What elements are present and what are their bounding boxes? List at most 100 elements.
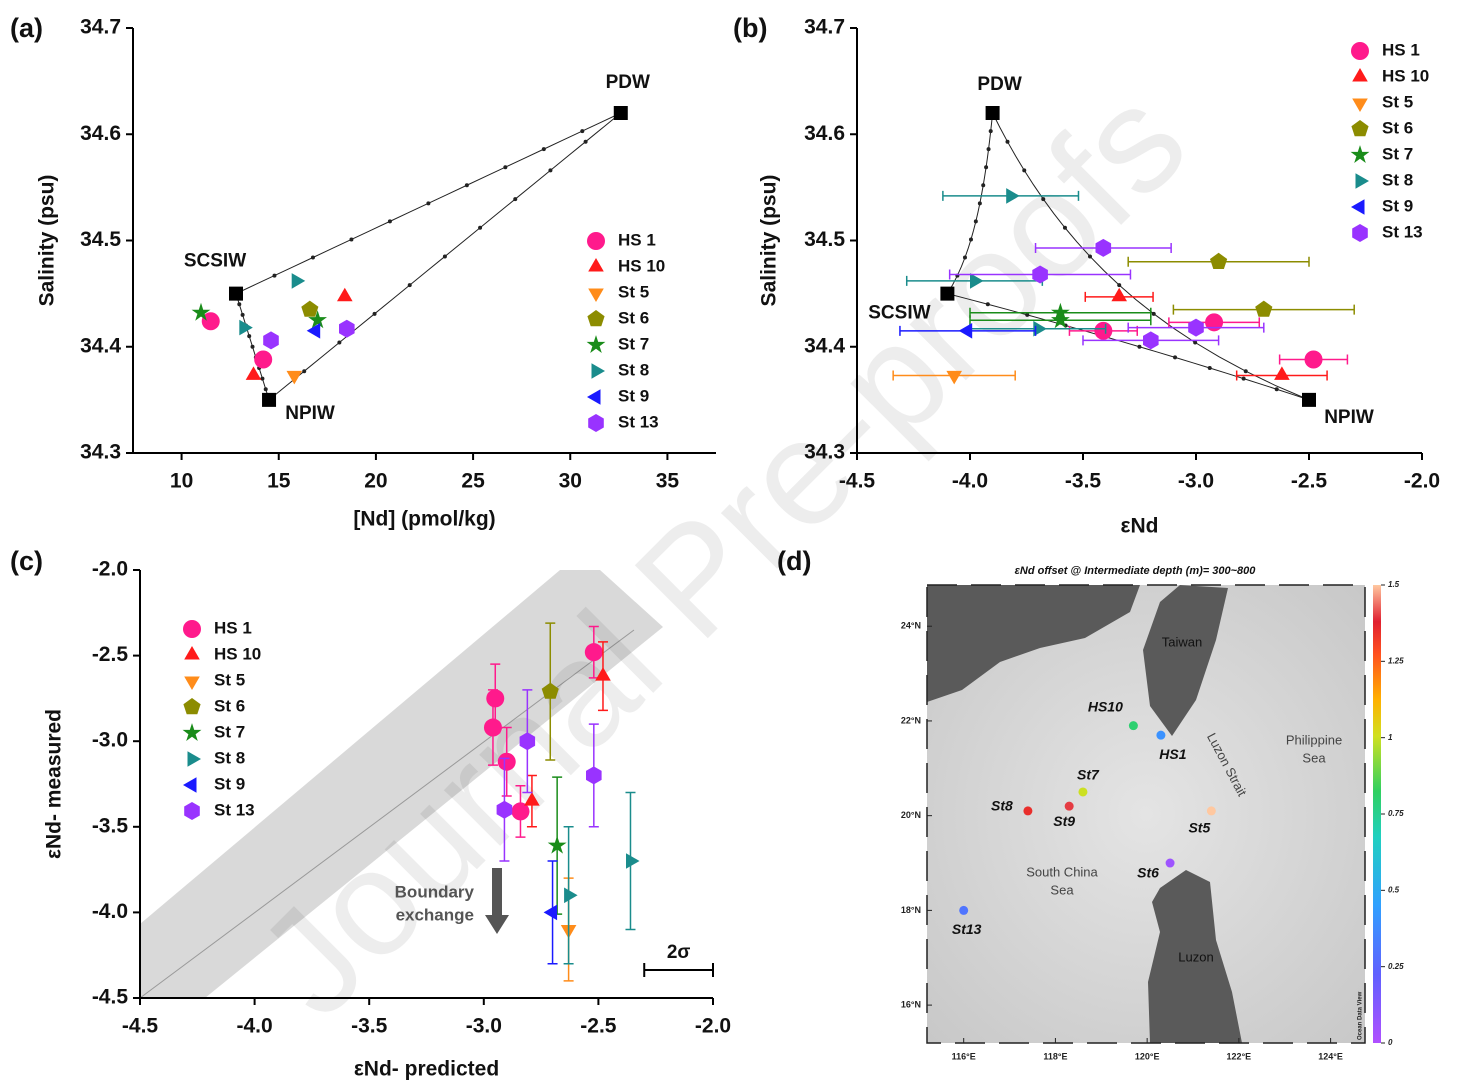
place-label: Sea xyxy=(1302,750,1326,765)
colorbar-tick-label: 0.25 xyxy=(1388,962,1404,971)
end-member-label: NPIW xyxy=(285,403,335,424)
data-point xyxy=(1210,253,1227,269)
legend-label: St 7 xyxy=(618,334,649,353)
legend-marker xyxy=(1352,68,1368,82)
x-tick-label: 10 xyxy=(170,470,193,493)
x-tick-label: 122°E xyxy=(1227,1051,1252,1061)
legend-marker xyxy=(1351,120,1368,136)
data-point xyxy=(585,643,603,661)
y-tick-label: -3.5 xyxy=(92,814,129,837)
y-tick-label: 24°N xyxy=(901,621,921,631)
data-point xyxy=(1274,366,1290,380)
map-title: εNd offset @ Intermediate depth (m)= 300… xyxy=(1015,565,1257,577)
end-member-label: PDW xyxy=(977,74,1021,95)
station-label: St13 xyxy=(952,921,982,937)
legend-label: St 8 xyxy=(618,360,649,379)
data-point xyxy=(484,719,502,737)
x-tick-label: -2.5 xyxy=(580,1015,617,1038)
mixing-dot xyxy=(260,377,264,381)
data-point xyxy=(1188,319,1204,337)
place-label: Luzon xyxy=(1178,949,1213,964)
legend-label: St 5 xyxy=(214,670,245,689)
station xyxy=(1156,731,1165,740)
legend-marker xyxy=(1351,145,1370,163)
end-member xyxy=(1302,393,1316,407)
annotation: Boundary xyxy=(395,882,475,901)
legend-label: St 6 xyxy=(214,696,245,715)
end-member xyxy=(614,106,628,120)
y-tick-label: 22°N xyxy=(901,715,921,725)
station xyxy=(959,906,968,915)
end-member-label: SCSIW xyxy=(868,303,930,324)
panel-label: (a) xyxy=(10,13,43,43)
mixing-dot xyxy=(426,201,430,205)
legend-label: St 9 xyxy=(214,774,245,793)
colorbar-tick-label: 1 xyxy=(1388,733,1393,742)
data-point xyxy=(544,905,558,921)
legend-marker xyxy=(592,363,606,379)
x-tick-label: 120°E xyxy=(1135,1051,1160,1061)
station xyxy=(1078,787,1087,796)
end-member xyxy=(229,287,243,301)
x-tick-label: 35 xyxy=(656,470,680,493)
mixing-dot xyxy=(1137,345,1141,349)
x-tick-label: 30 xyxy=(559,470,582,493)
x-tick-label: 20 xyxy=(364,470,387,493)
mixing-dot xyxy=(978,201,982,205)
data-point xyxy=(239,320,253,336)
y-axis-title: εNd- measured xyxy=(43,709,66,859)
legend-label: St 8 xyxy=(1382,170,1413,189)
mixing-dot xyxy=(349,237,353,241)
x-tick-label: -4.5 xyxy=(122,1015,159,1038)
colorbar-tick-label: 0.5 xyxy=(1388,885,1400,894)
mixing-dot xyxy=(373,312,377,316)
station-label: St6 xyxy=(1137,865,1159,881)
y-tick-label: 20°N xyxy=(901,810,921,820)
legend-marker xyxy=(587,335,606,353)
legend-marker xyxy=(188,751,202,767)
x-tick-label: -3.5 xyxy=(1065,470,1102,493)
legend-marker xyxy=(1352,224,1368,242)
legend-marker xyxy=(588,414,604,432)
mixing-dot xyxy=(584,140,588,144)
legend-label: HS 1 xyxy=(1382,40,1420,59)
x-axis-title: [Nd] (pmol/kg) xyxy=(353,508,495,531)
y-tick-label: 34.5 xyxy=(80,228,121,251)
legend-label: St 5 xyxy=(618,282,649,301)
mixing-dot xyxy=(963,256,967,260)
legend-marker xyxy=(184,677,200,691)
x-tick-label: -4.5 xyxy=(839,470,876,493)
colorbar xyxy=(1373,585,1381,1043)
x-tick-label: -4.0 xyxy=(952,470,988,493)
station xyxy=(1166,859,1175,868)
legend-marker xyxy=(184,646,200,660)
mixing-dot xyxy=(1242,377,1246,381)
station xyxy=(1207,806,1216,815)
mixing-dot xyxy=(981,183,985,187)
legend-marker xyxy=(183,620,201,638)
mixing-dot xyxy=(503,165,507,169)
legend-label: St 7 xyxy=(1382,144,1413,163)
legend-marker xyxy=(1352,99,1368,113)
end-member xyxy=(986,106,1000,120)
x-tick-label: 15 xyxy=(267,470,291,493)
mixing-dot xyxy=(969,237,973,241)
x-tick-label: -3.0 xyxy=(1178,470,1214,493)
mixing-dot xyxy=(1006,140,1010,144)
y-tick-label: 34.3 xyxy=(804,441,845,464)
mixing-dot xyxy=(408,283,412,287)
data-point xyxy=(287,371,303,385)
scale-bar-label: 2σ xyxy=(667,942,691,963)
data-point xyxy=(498,753,516,771)
x-axis-title: εNd- predicted xyxy=(354,1058,499,1081)
end-member xyxy=(940,287,954,301)
data-point xyxy=(1255,301,1272,317)
legend-marker xyxy=(184,802,200,820)
legend-label: St 6 xyxy=(618,308,649,327)
mixing-dot xyxy=(388,219,392,223)
station-label: St9 xyxy=(1053,813,1075,829)
colorbar-tick-label: 0.75 xyxy=(1388,809,1404,818)
colorbar-tick-label: 0 xyxy=(1388,1038,1393,1047)
mixing-dot xyxy=(580,129,584,133)
mixing-dot xyxy=(237,302,241,306)
